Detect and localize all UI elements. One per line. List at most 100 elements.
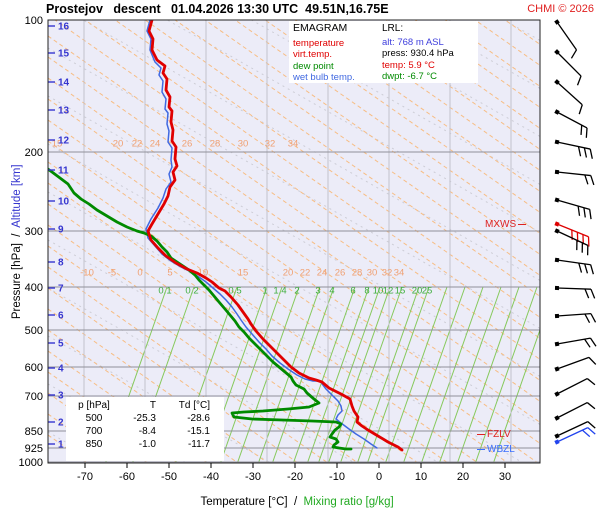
levels-table-header: p [hPa] T Td [°C] — [70, 399, 220, 412]
wind-barb — [554, 312, 597, 324]
y-axis-caption-pressure: Pressure [hPa] — [11, 243, 23, 320]
lrl-temperature: temp: 5.9 °C — [382, 60, 474, 72]
legend-box: EMAGRAM temperature virt.temp. dew point… — [289, 21, 381, 83]
x-axis-caption-mixing: Mixing ratio [g/kg] — [303, 496, 394, 508]
table-cell: -8.4 — [138, 426, 156, 437]
wind-barb — [554, 221, 590, 247]
wind-barb — [554, 421, 596, 439]
mixing-ratio-label: 15 — [395, 286, 406, 297]
table-cell: -1.0 — [138, 439, 156, 450]
wind-barb — [554, 257, 595, 275]
temperature-tick-label: 10 — [415, 471, 427, 483]
fzlv-marker: FZLV — [477, 429, 511, 440]
altitude-tick-label: 4 — [58, 364, 64, 375]
adiabat-label: 30 — [367, 268, 378, 279]
temperature-tick-label: -70 — [77, 471, 93, 483]
y-axis-caption-altitude: Altitude [km] — [11, 164, 23, 228]
wbzl-tick — [477, 449, 485, 450]
pressure-tick-label: 200 — [25, 147, 43, 159]
pressure-tick-label: 600 — [25, 362, 43, 374]
levels-table: p [hPa] T Td [°C] 500 -25.3 -28.6 700 -8.4 -1… — [66, 397, 224, 461]
wind-barb — [554, 228, 589, 256]
lrl-box: LRL: alt: 768 m ASL press: 930.4 hPa tem… — [378, 21, 478, 83]
wind-barb — [554, 337, 597, 348]
adiabat-label: 22 — [132, 139, 143, 150]
y-axis-caption-sep: / — [11, 227, 23, 244]
temperature-tick-label: -60 — [119, 471, 135, 483]
adiabat-label: 34 — [394, 268, 405, 279]
wind-barb — [554, 197, 592, 220]
pressure-tick-label: 1000 — [19, 457, 43, 469]
altitude-tick-label: 16 — [58, 22, 70, 33]
legend-item-wet-bulb: wet bulb temp. — [293, 72, 355, 83]
altitude-tick-label: 14 — [58, 78, 70, 89]
wind-barb — [554, 79, 583, 115]
legend-item-temperature: temperature — [293, 37, 345, 49]
temperature-tick-label: 20 — [457, 471, 469, 483]
table-row: 700 -8.4 -15.1 — [70, 425, 220, 438]
wind-barb — [554, 285, 596, 299]
wind-barb — [554, 356, 597, 372]
adiabat-label: 30 — [238, 139, 249, 150]
legend-item-dew-point: dew point — [293, 60, 334, 72]
lrl-altitude: alt: 768 m ASL — [382, 37, 474, 49]
pressure-tick-label: 700 — [25, 391, 43, 403]
lrl-press-label: press: — [382, 48, 408, 59]
legend-title: EMAGRAM — [293, 22, 348, 34]
x-axis-caption: Temperature [°C] / Mixing ratio [g/kg] — [144, 484, 444, 508]
page-title: Prostejov descent 01.04.2026 13:30 UTC 4… — [46, 2, 389, 16]
table-cell: 850 — [85, 439, 103, 450]
copyright-notice: CHMI © 2026 — [527, 3, 594, 15]
table-cell: 500 — [85, 413, 103, 424]
temperature-tick-label: 30 — [499, 471, 511, 483]
table-row: 850 -1.0 -11.7 — [70, 438, 220, 451]
adiabat-label: 26 — [335, 268, 346, 279]
mixing-ratio-label: 1.4 — [273, 286, 286, 297]
altitude-tick-label: 13 — [58, 106, 70, 117]
table-cell: -11.7 — [187, 439, 210, 450]
adiabat-label: 20 — [113, 139, 124, 150]
altitude-tick-label: 1 — [58, 440, 64, 451]
mixing-ratio-label: 0.2 — [185, 286, 198, 297]
adiabat-label: 32 — [265, 139, 276, 150]
adiabat-label: 15 — [238, 268, 249, 279]
fzlv-label: FZLV — [487, 429, 511, 440]
table-cell: -15.1 — [187, 426, 210, 437]
wbzl-marker: WBZL — [477, 444, 515, 455]
temperature-tick-label: -30 — [245, 471, 261, 483]
adiabat-label: 10 — [198, 268, 209, 279]
adiabat-label: 5 — [167, 268, 172, 279]
wind-barb — [554, 401, 596, 421]
table-cell: -25.3 — [133, 413, 156, 424]
wind-barb — [554, 19, 578, 59]
mixing-ratio-label: 6 — [350, 286, 355, 297]
col-dewpoint: Td [°C] — [178, 400, 210, 411]
pressure-tick-label: 300 — [25, 226, 43, 238]
mxws-marker: MXWS — [485, 219, 527, 230]
table-cell: -28.6 — [187, 413, 210, 424]
lrl-alt-label: alt: — [382, 36, 395, 48]
lrl-title: LRL: — [382, 23, 404, 34]
adiabat-label: 24 — [317, 268, 328, 279]
altitude-tick-label: 10 — [58, 197, 70, 208]
adiabat-label: -10 — [80, 268, 94, 279]
temperature-curve — [146, 20, 404, 452]
mixing-ratio-label: 4 — [329, 286, 334, 297]
levels-table-body: 500 -25.3 -28.6 700 -8.4 -15.1 850 -1.0 -11.7 — [70, 412, 220, 451]
pressure-tick-label: 925 — [25, 443, 43, 455]
pressure-tick-label: 100 — [25, 15, 43, 27]
lrl-temp-value: 5.9 °C — [408, 59, 435, 71]
mxws-tick — [518, 224, 527, 225]
mixing-ratio-label: 0.5 — [228, 286, 241, 297]
adiabat-label: 20 — [283, 268, 294, 279]
mixing-ratio-label: 1 — [262, 286, 267, 297]
adiabat-label: 26 — [182, 139, 193, 150]
lrl-alt-value: 768 m ASL — [397, 36, 444, 48]
temperature-tick-label: -10 — [329, 471, 345, 483]
legend-item-virt-temp: virt.temp. — [293, 49, 333, 60]
lrl-pressure: press: 930.4 hPa — [382, 48, 474, 60]
table-row: 500 -25.3 -28.6 — [70, 412, 220, 425]
mixing-ratio-label: 25 — [422, 286, 433, 297]
mixing-ratio-label: 2 — [294, 286, 299, 297]
x-axis-caption-temp: Temperature [°C] / — [200, 496, 304, 508]
